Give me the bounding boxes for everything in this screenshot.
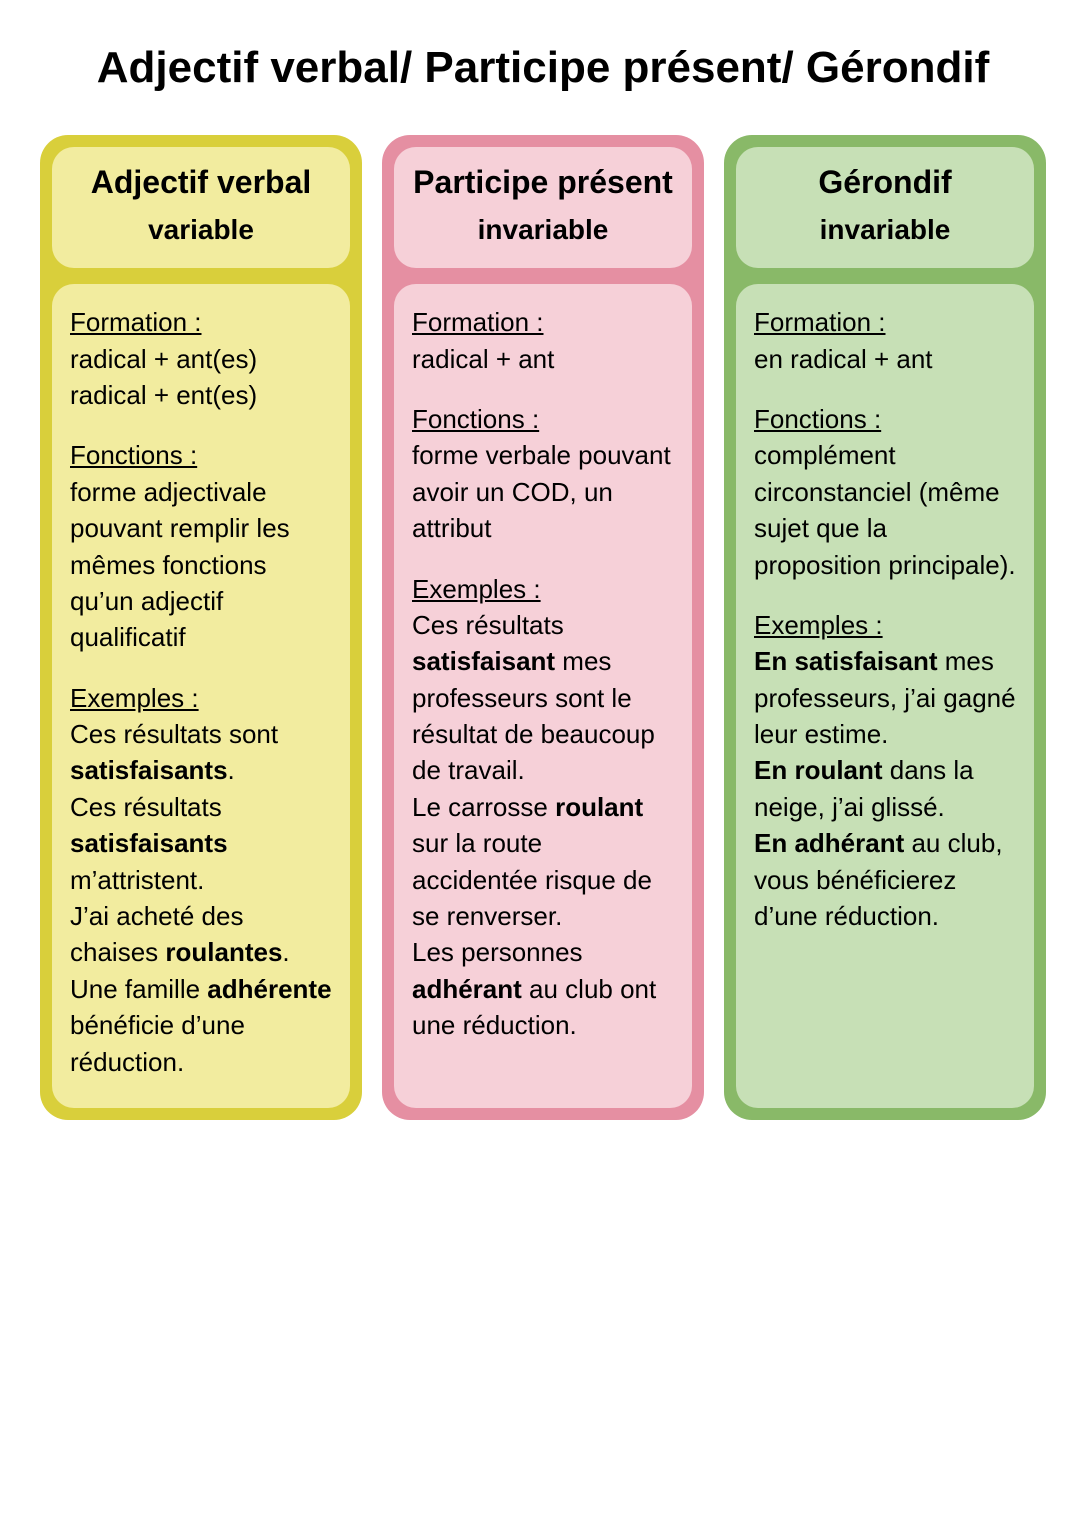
column-title: Gérondif: [746, 165, 1024, 200]
exemples-block: Exemples : En satisfaisant mes professeu…: [754, 607, 1016, 935]
example-bold: En roulant: [754, 755, 883, 785]
example-bold: adhérant: [412, 974, 522, 1004]
example-bold: En satisfaisant: [754, 646, 938, 676]
exemples-label: Exemples :: [70, 683, 199, 713]
exemples-label: Exemples :: [754, 610, 883, 640]
example-pre: Le carrosse: [412, 792, 555, 822]
fonctions-block: Fonctions : complément circonstanciel (m…: [754, 401, 1016, 583]
column-header: Participe présent invariable: [394, 147, 692, 268]
exemples-block: Exemples : Ces résultats satisfaisant me…: [412, 571, 674, 1044]
column-body: Formation : en radical + ant Fonctions :…: [736, 284, 1034, 1108]
exemples-block: Exemples : Ces résultats sont satisfaisa…: [70, 680, 332, 1080]
column-gerondif: Gérondif invariable Formation : en radic…: [724, 135, 1046, 1120]
fonctions-label: Fonctions :: [70, 440, 197, 470]
column-header: Gérondif invariable: [736, 147, 1034, 268]
example-pre: Ces résultats: [412, 610, 564, 640]
formation-line: radical + ent(es): [70, 380, 257, 410]
formation-label: Formation :: [412, 307, 544, 337]
formation-label: Formation :: [754, 307, 886, 337]
column-subtitle: invariable: [746, 214, 1024, 246]
example-bold: adhérente: [207, 974, 331, 1004]
example-pre: Les personnes: [412, 937, 583, 967]
formation-line: radical + ant(es): [70, 344, 257, 374]
example-pre: Une famille: [70, 974, 207, 1004]
formation-line: en radical + ant: [754, 344, 933, 374]
formation-block: Formation : radical + ant(es) radical + …: [70, 304, 332, 413]
example-pre: Ces résultats sont: [70, 719, 278, 749]
fonctions-text: forme verbale pouvant avoir un COD, un a…: [412, 440, 671, 543]
formation-label: Formation :: [70, 307, 202, 337]
example-post: bénéficie d’une réduction.: [70, 1010, 245, 1076]
column-subtitle: invariable: [404, 214, 682, 246]
example-bold: satisfaisant: [412, 646, 555, 676]
fonctions-text: complément circonstanciel (même sujet qu…: [754, 440, 1016, 579]
column-body: Formation : radical + ant Fonctions : fo…: [394, 284, 692, 1108]
fonctions-text: forme adjectivale pouvant remplir les mê…: [70, 477, 290, 653]
example-pre: Ces résultats: [70, 792, 222, 822]
fonctions-block: Fonctions : forme adjectivale pouvant re…: [70, 437, 332, 655]
column-header: Adjectif verbal variable: [52, 147, 350, 268]
example-post: sur la route accidentée risque de se ren…: [412, 828, 652, 931]
columns-container: Adjectif verbal variable Formation : rad…: [40, 135, 1046, 1120]
page-title: Adjectif verbal/ Participe présent/ Géro…: [40, 40, 1046, 95]
column-title: Adjectif verbal: [62, 165, 340, 200]
formation-block: Formation : en radical + ant: [754, 304, 1016, 377]
column-title: Participe présent: [404, 165, 682, 200]
column-adjectif-verbal: Adjectif verbal variable Formation : rad…: [40, 135, 362, 1120]
formation-line: radical + ant: [412, 344, 554, 374]
example-bold: En adhérant: [754, 828, 904, 858]
fonctions-label: Fonctions :: [412, 404, 539, 434]
exemples-label: Exemples :: [412, 574, 541, 604]
column-participe-present: Participe présent invariable Formation :…: [382, 135, 704, 1120]
example-post: .: [282, 937, 289, 967]
column-subtitle: variable: [62, 214, 340, 246]
formation-block: Formation : radical + ant: [412, 304, 674, 377]
example-post: .: [228, 755, 235, 785]
column-body: Formation : radical + ant(es) radical + …: [52, 284, 350, 1108]
example-bold: satisfaisants: [70, 828, 228, 858]
example-bold: roulant: [555, 792, 643, 822]
example-bold: satisfaisants: [70, 755, 228, 785]
fonctions-block: Fonctions : forme verbale pouvant avoir …: [412, 401, 674, 547]
example-post: m’attristent.: [70, 865, 204, 895]
example-bold: roulantes: [165, 937, 282, 967]
fonctions-label: Fonctions :: [754, 404, 881, 434]
